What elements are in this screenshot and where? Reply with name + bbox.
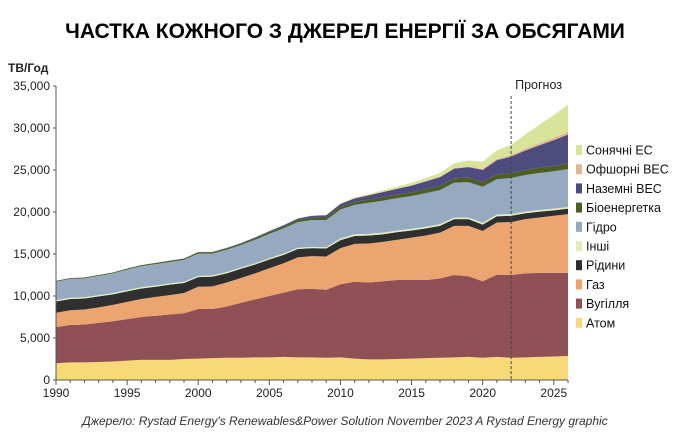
y-tick-label: 20,000 xyxy=(13,205,50,219)
x-tick-label: 2020 xyxy=(469,386,496,400)
legend-label: Офшорні ВЕС xyxy=(586,163,669,177)
legend-swatch xyxy=(576,221,582,232)
area-series-6 xyxy=(56,169,568,301)
y-tick-label: 30,000 xyxy=(13,121,50,135)
legend-label: Гідро xyxy=(586,220,617,234)
legend-swatch xyxy=(576,317,582,328)
legend-label: Інші xyxy=(586,240,609,254)
x-tick-label: 2015 xyxy=(398,386,425,400)
y-tick-label: 0 xyxy=(43,373,50,387)
x-tick-label: 2025 xyxy=(540,386,567,400)
forecast-annotation: Прогноз xyxy=(510,78,562,380)
legend-swatch xyxy=(576,279,582,290)
area-series-7 xyxy=(56,163,568,282)
y-tick-label: 25,000 xyxy=(13,163,50,177)
legend-swatch xyxy=(576,145,582,155)
legend-swatch xyxy=(576,298,582,309)
legend-label: Атом xyxy=(586,316,615,330)
legend-label: Рідини xyxy=(586,259,625,273)
legend-swatch xyxy=(576,241,582,251)
source-note: Джерело: Rystad Energy's Renewables&Powe… xyxy=(80,414,607,428)
y-axis-label: ТВ/Год xyxy=(8,61,49,75)
legend: Сонячні ЕС Офшорні ВЕС Наземні ВЕС Біоенерг… xyxy=(576,144,669,330)
x-tick-label: 2000 xyxy=(185,386,212,400)
y-tick-label: 15,000 xyxy=(13,247,50,261)
x-tick-label: 1990 xyxy=(43,386,70,400)
area-series-3 xyxy=(56,214,568,328)
chart-title: ЧАСТКА КОЖНОГО З ДЖЕРЕЛ ЕНЕРГІЇ ЗА ОБСЯГ… xyxy=(65,20,625,43)
x-tick-label: 2005 xyxy=(256,386,283,400)
area-series-1 xyxy=(56,356,568,380)
x-tick-label: 2010 xyxy=(327,386,354,400)
x-tick-label: 1995 xyxy=(114,386,141,400)
legend-label: Сонячні ЕС xyxy=(586,144,653,158)
legend-label: Газ xyxy=(586,278,605,292)
legend-label: Вугілля xyxy=(586,297,629,311)
legend-swatch xyxy=(576,183,582,194)
area-series-4 xyxy=(56,208,568,313)
legend-label: Наземні ВЕС xyxy=(586,182,662,196)
area-series-group xyxy=(56,104,568,380)
y-tick-label: 5,000 xyxy=(20,331,50,345)
area-series-2 xyxy=(56,272,568,364)
forecast-label: Прогноз xyxy=(515,78,562,92)
axes: 0 5,000 10,000 15,000 20,000 25,000 30,000 35,0… xyxy=(13,79,569,400)
legend-swatch xyxy=(576,202,582,213)
y-tick-label: 35,000 xyxy=(13,79,50,93)
legend-label: Біоенергетка xyxy=(586,201,661,215)
legend-swatch xyxy=(576,260,582,271)
legend-swatch xyxy=(576,164,582,175)
y-tick-label: 10,000 xyxy=(13,289,50,303)
